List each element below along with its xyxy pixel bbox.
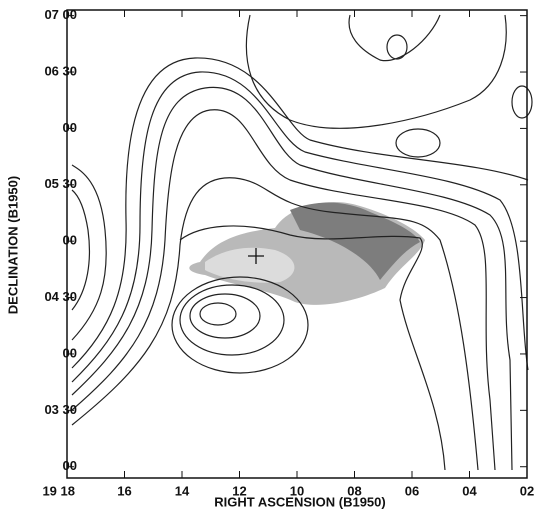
y-tick-label: 00 [63, 233, 77, 248]
x-tick-label: 14 [175, 483, 190, 498]
x-tick-label: 10 [290, 483, 304, 498]
y-tick-label: 06 30 [44, 63, 77, 78]
contours [71, 14, 533, 471]
y-tick-label: 03 30 [44, 402, 77, 417]
y-tick-label: 04 30 [44, 289, 77, 304]
y-tick-label: 00 [63, 120, 77, 135]
x-tick-label: 04 [462, 483, 477, 498]
y-axis-label: DECLINATION (B1950) [5, 176, 20, 314]
x-tick-label: 08 [347, 483, 361, 498]
x-tick-label: 06 [405, 483, 419, 498]
nebula-image [189, 201, 425, 305]
x-tick-label: 16 [117, 483, 131, 498]
x-tick-label: 02 [520, 483, 534, 498]
y-tick-label: 07 00 [44, 7, 77, 22]
y-tick-label: 00 [63, 345, 77, 360]
x-tick-label: 19 18 [42, 483, 75, 498]
x-tick-label: 12 [232, 483, 246, 498]
y-tick-label: 00 [63, 458, 77, 473]
y-tick-label: 05 30 [44, 176, 77, 191]
x-axis-label: RIGHT ASCENSION (B1950) [214, 494, 385, 509]
